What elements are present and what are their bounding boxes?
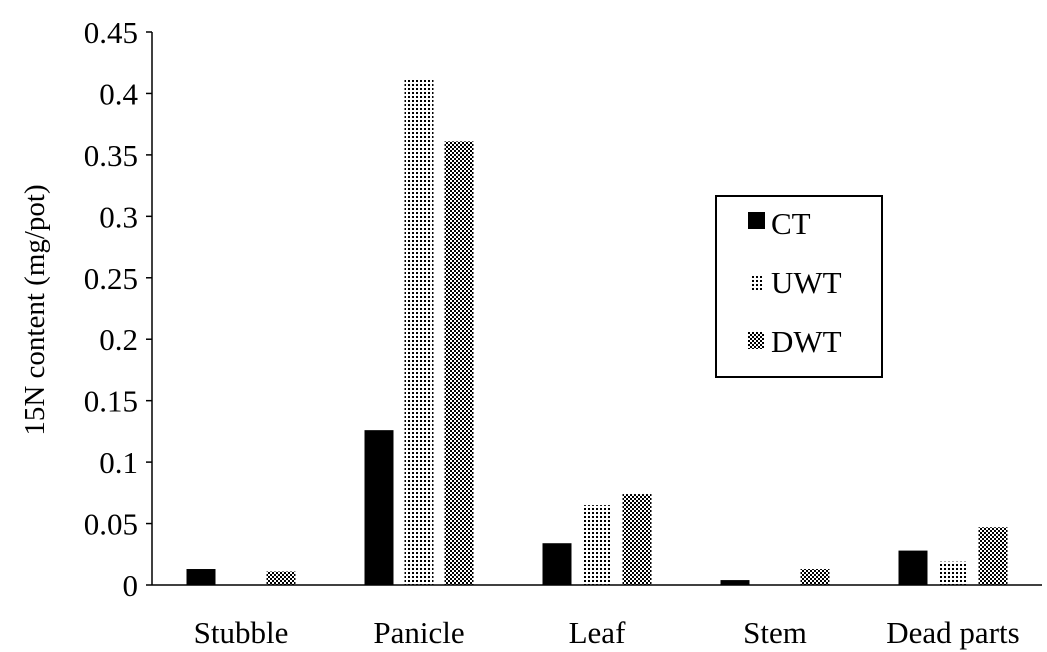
x-axis-category-labels: Stubble Panicle Leaf Stem Dead parts [194,615,1020,650]
legend-swatch-uwt [752,274,764,291]
y-tick-label: 0.4 [99,76,138,111]
legend-box [715,195,883,378]
legend-swatch-ct [748,212,765,229]
y-axis-title: 15N content (mg/pot) [19,184,51,435]
bar-uwt-dead-parts [938,561,968,585]
y-tick-label: 0 [123,568,139,603]
bar-ct-stem [720,580,750,585]
bar-uwt-panicle [404,79,434,585]
legend-label-ct: CT [771,206,811,241]
y-tick-label: 0.15 [84,384,138,419]
bar-ct-panicle [364,430,394,585]
x-category-label: Stem [743,615,807,650]
bar-ct-leaf [542,543,572,585]
x-category-label: Leaf [569,615,626,650]
y-tick-label: 0.25 [84,261,138,296]
x-category-label: Dead parts [886,615,1019,650]
y-axis-tick-labels: 0 0.05 0.1 0.15 0.2 0.25 0.3 0.35 0.4 0.45 [84,15,139,603]
bar-dwt-dead-parts [978,527,1008,585]
legend: CT UWT DWT [715,195,883,378]
bar-ct-dead-parts [898,550,928,585]
y-tick-label: 0.1 [99,445,138,480]
legend-label-dwt: DWT [771,324,842,359]
bar-dwt-panicle [444,141,474,586]
x-category-label: Stubble [194,615,289,650]
y-tick-label: 0.45 [84,15,138,50]
legend-label-uwt: UWT [771,265,842,300]
axes [146,31,1042,586]
x-category-label: Panicle [373,615,464,650]
bar-dwt-stem [800,569,830,585]
y-tick-label: 0.3 [99,199,138,234]
bar-ct-stubble [186,569,216,585]
y-tick-label: 0.2 [99,322,138,357]
y-tick-label: 0.35 [84,138,138,173]
bar-dwt-leaf [622,494,652,585]
y-tick-label: 0.05 [84,507,138,542]
bar-dwt-stubble [266,571,296,585]
legend-swatch-dwt [748,332,764,349]
bar-uwt-leaf [582,505,612,585]
bars [186,79,1008,586]
